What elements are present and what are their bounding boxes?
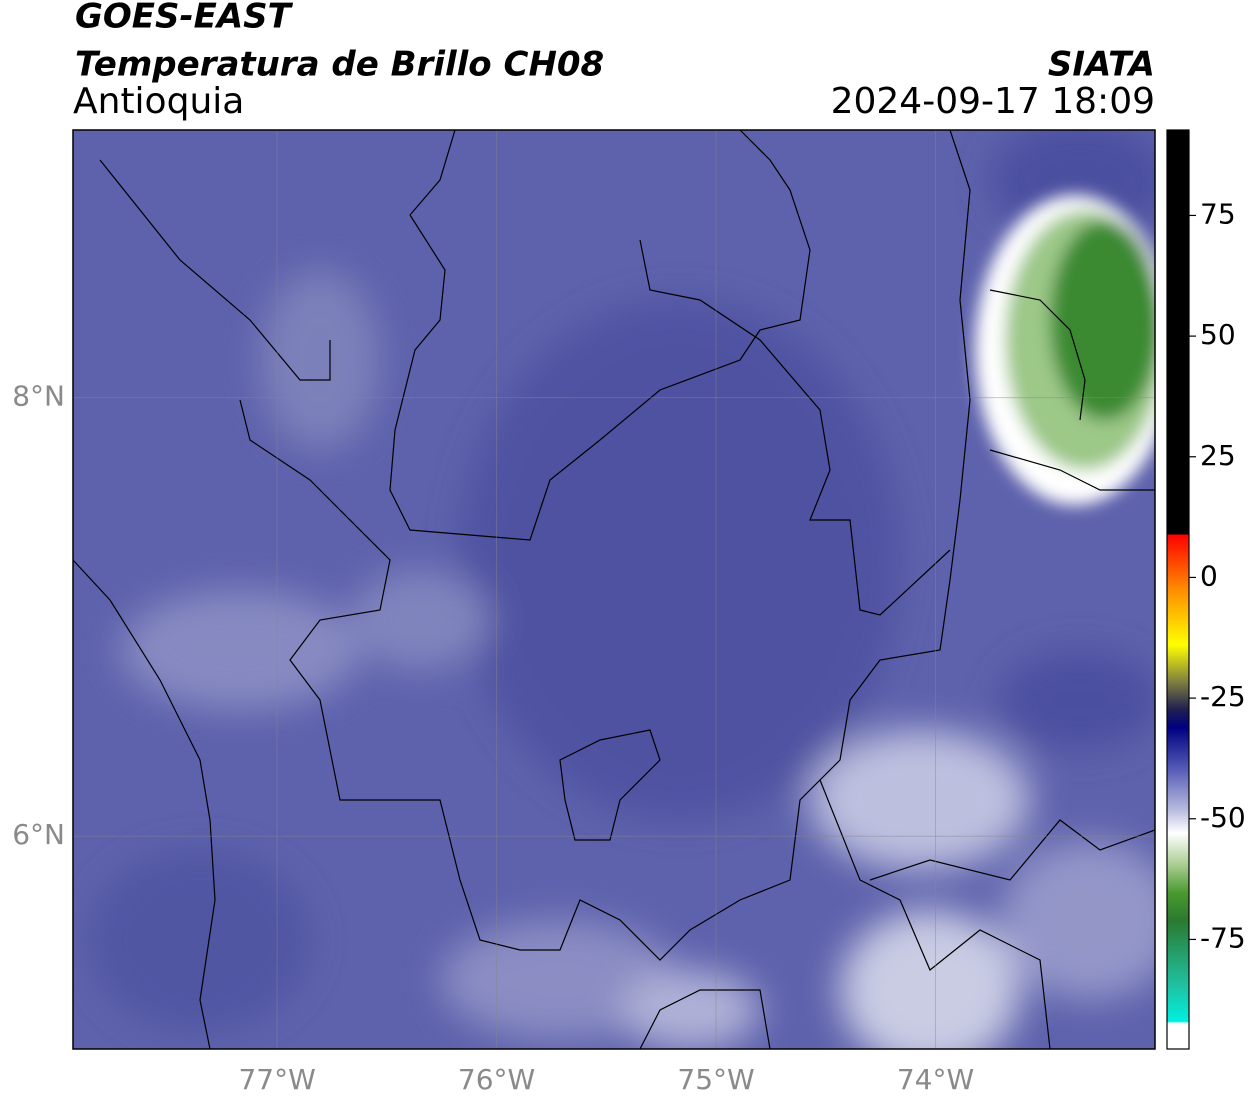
colorbar-tick-label: 25: [1200, 439, 1236, 472]
colorbar-tick-label: -25: [1200, 680, 1246, 713]
y-tick-label: 6°N: [12, 818, 65, 851]
region-label: Antioquia: [73, 81, 244, 122]
y-tick-label: 8°N: [12, 380, 65, 413]
colorbar-tick-label: 50: [1200, 318, 1236, 351]
satellite-title: GOES-EAST: [75, 0, 294, 37]
map-frame: [72, 129, 1156, 1050]
agency-label: SIATA: [1048, 45, 1155, 85]
colorbar-tick-label: 75: [1200, 197, 1236, 230]
x-tick-label: 74°W: [897, 1063, 974, 1096]
colorbar: [1166, 129, 1190, 1050]
map-image: [73, 130, 1155, 1049]
x-tick-label: 75°W: [677, 1063, 754, 1096]
colorbar-tick-label: 0: [1200, 559, 1218, 592]
x-tick-label: 76°W: [458, 1063, 535, 1096]
product-title: Temperatura de Brillo CH08: [75, 45, 604, 85]
colorbar-tick-label: -50: [1200, 801, 1246, 834]
x-tick-label: 77°W: [238, 1063, 315, 1096]
colorbar-tick-label: -75: [1200, 921, 1246, 954]
datetime-label: 2024-09-17 18:09: [831, 81, 1155, 122]
